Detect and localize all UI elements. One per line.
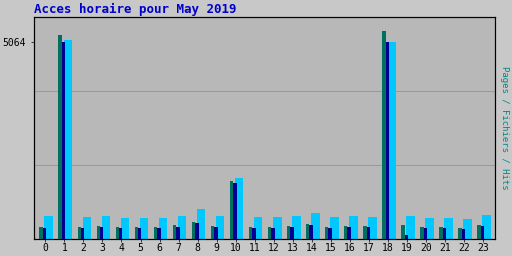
Bar xyxy=(349,217,358,239)
Bar xyxy=(329,228,332,239)
Bar xyxy=(311,212,319,239)
Text: Acces horaire pour May 2019: Acces horaire pour May 2019 xyxy=(34,3,237,16)
Bar xyxy=(423,228,427,239)
Bar xyxy=(192,222,195,239)
Bar xyxy=(195,223,199,239)
Bar xyxy=(330,217,338,239)
Bar xyxy=(119,228,122,239)
Bar xyxy=(344,226,348,239)
Bar xyxy=(173,226,176,239)
Bar xyxy=(230,181,233,239)
Bar xyxy=(463,219,472,239)
Bar xyxy=(348,227,351,239)
Bar xyxy=(254,217,263,239)
Bar xyxy=(43,228,46,239)
Bar xyxy=(363,226,367,239)
Bar xyxy=(63,40,72,239)
Bar xyxy=(482,215,491,239)
Bar xyxy=(325,227,329,239)
Bar xyxy=(273,217,282,239)
Bar xyxy=(157,228,161,239)
Bar xyxy=(382,31,386,239)
Bar xyxy=(101,217,110,239)
Bar xyxy=(121,218,129,239)
Bar xyxy=(58,35,62,239)
Bar xyxy=(216,217,224,239)
Bar xyxy=(178,216,186,239)
Bar xyxy=(287,226,290,239)
Y-axis label: Pages / Fichiers / Hits: Pages / Fichiers / Hits xyxy=(500,66,509,190)
Bar xyxy=(211,226,214,239)
Bar xyxy=(439,227,443,239)
Bar xyxy=(62,42,66,239)
Bar xyxy=(368,217,377,239)
Bar xyxy=(306,224,309,239)
Bar xyxy=(235,177,243,239)
Bar xyxy=(367,227,370,239)
Bar xyxy=(477,226,481,239)
Bar xyxy=(404,235,408,239)
Bar xyxy=(159,218,167,239)
Bar xyxy=(420,227,423,239)
Bar xyxy=(401,225,404,239)
Bar xyxy=(45,217,53,239)
Bar xyxy=(77,227,81,239)
Bar xyxy=(406,216,415,239)
Bar xyxy=(443,228,446,239)
Bar xyxy=(444,218,453,239)
Bar xyxy=(309,225,313,239)
Bar xyxy=(176,227,180,239)
Bar xyxy=(249,227,252,239)
Bar xyxy=(39,227,43,239)
Bar xyxy=(116,227,119,239)
Bar xyxy=(100,227,103,239)
Bar xyxy=(462,229,465,239)
Bar xyxy=(197,209,205,239)
Bar xyxy=(214,227,218,239)
Bar xyxy=(481,226,484,239)
Bar xyxy=(252,228,255,239)
Bar xyxy=(154,227,157,239)
Bar xyxy=(425,218,434,239)
Bar xyxy=(386,42,389,239)
Bar xyxy=(292,216,301,239)
Bar xyxy=(82,217,91,239)
Bar xyxy=(290,227,294,239)
Bar xyxy=(138,228,141,239)
Bar xyxy=(271,228,275,239)
Bar xyxy=(135,227,138,239)
Bar xyxy=(140,218,148,239)
Bar xyxy=(268,227,271,239)
Bar xyxy=(233,183,237,239)
Bar xyxy=(387,42,396,239)
Bar xyxy=(97,226,100,239)
Bar xyxy=(81,228,84,239)
Bar xyxy=(458,228,462,239)
